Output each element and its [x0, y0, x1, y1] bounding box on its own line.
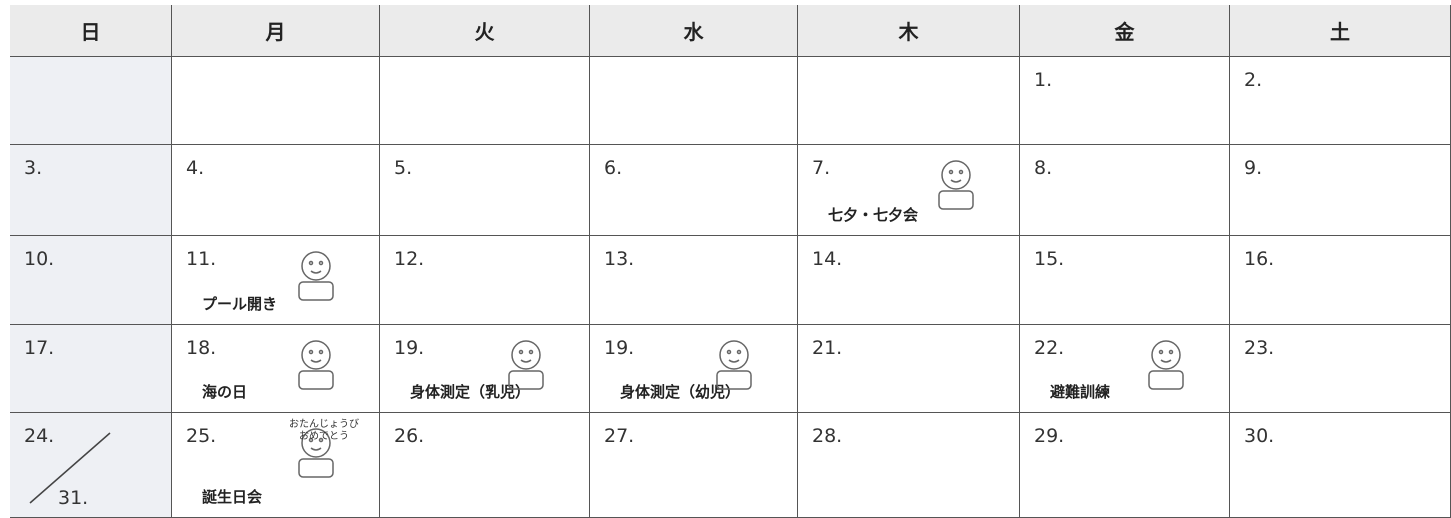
- day-cell: 15.: [1020, 236, 1230, 325]
- day-number: 6.: [604, 157, 623, 179]
- day-cell: 16.: [1230, 236, 1451, 325]
- day-cell: 21.: [798, 325, 1020, 413]
- illustration: [298, 251, 334, 301]
- day-cell: 10.: [10, 236, 172, 325]
- day-cell: 14.: [798, 236, 1020, 325]
- day-number: 9.: [1244, 157, 1263, 179]
- day-cell: 7. 七夕・七夕会: [798, 145, 1020, 236]
- day-number: 29.: [1034, 425, 1065, 447]
- day-number: 14.: [812, 248, 843, 270]
- day-number: 25.: [186, 425, 217, 447]
- day-cell: 24. 31.: [10, 413, 172, 518]
- day-cell: 29.: [1020, 413, 1230, 518]
- day-number: 31.: [58, 487, 89, 509]
- day-cell: 12.: [380, 236, 590, 325]
- illustration: [716, 340, 752, 390]
- event-label: 七夕・七夕会: [828, 206, 919, 224]
- day-cell: 1.: [1020, 57, 1230, 145]
- illustration: [508, 340, 544, 390]
- day-cell: 17.: [10, 325, 172, 413]
- day-number: 24.: [24, 425, 55, 447]
- day-cell: 9.: [1230, 145, 1451, 236]
- day-cell: 13.: [590, 236, 798, 325]
- weekday-header: 木: [798, 5, 1020, 57]
- day-cell: 19. 身体測定（乳児）: [380, 325, 590, 413]
- day-cell: [380, 57, 590, 145]
- event-label: 身体測定（幼児）: [620, 383, 741, 401]
- day-number: 16.: [1244, 248, 1275, 270]
- illustration-caption: おたんじょうび おめでとう: [289, 419, 359, 442]
- weekday-header: 水: [590, 5, 798, 57]
- day-cell: 25. 誕生日会 おたんじょうび おめでとう: [172, 413, 380, 518]
- day-cell: 27.: [590, 413, 798, 518]
- day-number: 15.: [1034, 248, 1065, 270]
- day-cell: [172, 57, 380, 145]
- day-number: 4.: [186, 157, 205, 179]
- day-cell: 5.: [380, 145, 590, 236]
- day-number: 23.: [1244, 337, 1275, 359]
- day-number: 3.: [24, 157, 43, 179]
- day-cell: 19. 身体測定（幼児）: [590, 325, 798, 413]
- illustration: [298, 428, 334, 478]
- illustration: [1148, 340, 1184, 390]
- day-number: 5.: [394, 157, 413, 179]
- day-number: 10.: [24, 248, 55, 270]
- day-cell: 30.: [1230, 413, 1451, 518]
- day-number: 11.: [186, 248, 217, 270]
- day-cell: 6.: [590, 145, 798, 236]
- event-label: 誕生日会: [202, 488, 263, 506]
- day-number: 2.: [1244, 69, 1263, 91]
- event-label: 身体測定（乳児）: [410, 383, 531, 401]
- day-number: 21.: [812, 337, 843, 359]
- day-cell: 28.: [798, 413, 1020, 518]
- day-number: 13.: [604, 248, 635, 270]
- day-cell: [798, 57, 1020, 145]
- day-number: 7.: [812, 157, 831, 179]
- event-label: 海の日: [202, 383, 248, 401]
- day-cell: [10, 57, 172, 145]
- day-number: 28.: [812, 425, 843, 447]
- day-cell: 26.: [380, 413, 590, 518]
- day-number: 27.: [604, 425, 635, 447]
- event-label: プール開き: [202, 295, 278, 313]
- day-cell: 18. 海の日: [172, 325, 380, 413]
- day-cell: 11. プール開き: [172, 236, 380, 325]
- day-cell: 8.: [1020, 145, 1230, 236]
- weekday-header: 土: [1230, 5, 1451, 57]
- day-cell: [590, 57, 798, 145]
- day-number: 30.: [1244, 425, 1275, 447]
- day-cell: 4.: [172, 145, 380, 236]
- event-label: 避難訓練: [1050, 383, 1111, 401]
- day-number: 26.: [394, 425, 425, 447]
- weekday-header: 日: [10, 5, 172, 57]
- day-number: 22.: [1034, 337, 1065, 359]
- day-number: 8.: [1034, 157, 1053, 179]
- day-cell: 23.: [1230, 325, 1451, 413]
- day-number: 1.: [1034, 69, 1053, 91]
- day-number: 19.: [394, 337, 425, 359]
- day-number: 19.: [604, 337, 635, 359]
- day-cell: 2.: [1230, 57, 1451, 145]
- day-number: 17.: [24, 337, 55, 359]
- day-cell: 3.: [10, 145, 172, 236]
- illustration: [298, 340, 334, 390]
- divider-slash: [29, 432, 111, 504]
- weekday-header: 火: [380, 5, 590, 57]
- day-number: 18.: [186, 337, 217, 359]
- day-number: 12.: [394, 248, 425, 270]
- day-cell: 22. 避難訓練: [1020, 325, 1230, 413]
- weekday-header: 月: [172, 5, 380, 57]
- illustration: [938, 160, 974, 210]
- weekday-header: 金: [1020, 5, 1230, 57]
